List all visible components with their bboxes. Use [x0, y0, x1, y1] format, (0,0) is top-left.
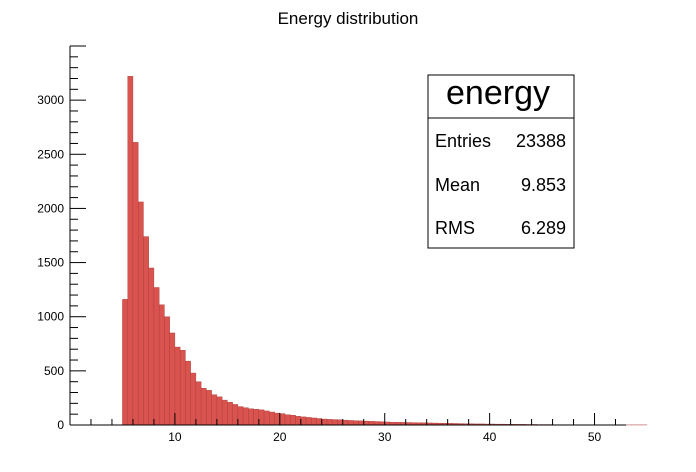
stats-mean-label: Mean	[435, 175, 480, 195]
histogram-bar	[274, 412, 281, 426]
y-tick-label: 500	[44, 364, 64, 378]
y-tick-label: 1000	[37, 310, 64, 324]
stats-rms-value: 6.289	[521, 218, 566, 238]
x-tick-label: 30	[378, 430, 392, 444]
histogram-bar	[316, 418, 322, 426]
histogram-bar	[195, 381, 202, 426]
histogram-bar	[311, 417, 317, 426]
histogram-bar	[227, 402, 233, 426]
histogram-bar	[300, 416, 307, 426]
y-tick-label: 2000	[37, 201, 64, 215]
histogram-bar	[200, 387, 207, 426]
histogram-bar	[269, 411, 275, 426]
y-tick-label: 3000	[37, 93, 64, 107]
histogram-bar	[232, 404, 239, 426]
histogram-bar	[321, 418, 328, 426]
histogram-bar	[374, 421, 380, 426]
histogram-bar	[190, 372, 197, 426]
histogram-bar	[158, 304, 165, 426]
histogram-bar	[358, 420, 364, 426]
histogram-bar	[206, 390, 212, 426]
stats-box-title: energy	[446, 74, 550, 112]
histogram-bar	[263, 410, 270, 426]
histogram-bar	[169, 332, 176, 426]
histogram-bar	[242, 407, 249, 426]
histogram-bar	[305, 417, 312, 426]
stats-box: energy Entries 23388 Mean 9.853 RMS 6.28…	[427, 74, 575, 249]
histogram-bar	[290, 415, 296, 426]
histogram-bar	[237, 406, 244, 426]
histogram-bar	[211, 394, 218, 426]
histogram-bar	[143, 236, 149, 426]
histogram-bar	[342, 419, 349, 426]
histogram-bar	[122, 299, 128, 426]
histogram-bar	[363, 420, 370, 426]
histogram-bar	[179, 350, 186, 426]
histogram-bar	[337, 419, 343, 426]
histogram-bar	[185, 360, 191, 426]
stats-entries-value: 23388	[516, 131, 566, 151]
histogram-bar	[137, 201, 144, 426]
y-tick-label: 2500	[37, 147, 64, 161]
histogram-bar	[332, 419, 338, 426]
histogram-bar	[253, 409, 260, 426]
histogram-bar	[174, 346, 181, 426]
histogram-bar	[368, 421, 375, 426]
stats-mean-value: 9.853	[521, 175, 566, 195]
x-tick-label: 10	[168, 430, 182, 444]
histogram-bar	[295, 416, 301, 426]
histogram-bar	[132, 142, 139, 426]
x-tick-label: 40	[483, 430, 497, 444]
histogram-bar	[153, 287, 160, 426]
y-tick-label: 0	[57, 418, 64, 432]
stats-box-frame	[427, 74, 575, 249]
chart-title: Energy distribution	[278, 9, 419, 28]
histogram-bar	[353, 420, 359, 426]
histogram-bar	[347, 420, 354, 426]
x-tick-label: 20	[273, 430, 287, 444]
histogram-bar	[164, 316, 170, 426]
stats-entries-label: Entries	[435, 131, 491, 151]
histogram-bar	[284, 414, 291, 426]
y-tick-label: 1500	[37, 256, 64, 270]
histogram-bar	[326, 419, 333, 426]
axes: 0 500 1000 1500 2000 2500 3000 10 20 30 40 50	[37, 45, 626, 444]
histogram-bar	[279, 413, 286, 426]
histogram-bar	[248, 408, 254, 426]
histogram-bar	[148, 267, 155, 426]
histogram-bar	[216, 396, 223, 426]
histogram-bar	[127, 76, 134, 426]
histogram-bar	[258, 409, 265, 426]
histogram-bar	[221, 399, 228, 426]
x-tick-label: 50	[588, 430, 602, 444]
stats-rms-label: RMS	[435, 218, 475, 238]
